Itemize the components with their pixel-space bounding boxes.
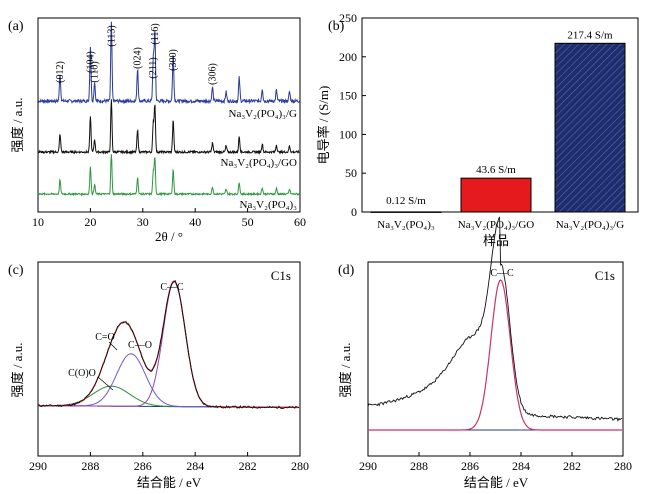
bar-value-nvp-g: 217.4 S/m xyxy=(567,29,613,41)
b-ytick-label: 150 xyxy=(339,89,357,103)
xps-xtick-label: 288 xyxy=(410,459,428,473)
a-xtick-label: 10 xyxy=(32,215,44,229)
panel-d-ylabel: 强度 / a.u. xyxy=(338,343,353,398)
a-xtick-label: 60 xyxy=(294,215,306,229)
xps-xtick-label: 290 xyxy=(359,459,377,473)
xrd-series-nvp xyxy=(37,154,301,197)
bar-nvp xyxy=(370,211,442,213)
c-label-co: C—O xyxy=(128,340,152,351)
b-ytick-label: 250 xyxy=(339,11,357,25)
c-component-cc xyxy=(38,281,299,408)
xps-xtick-label: 286 xyxy=(134,459,152,473)
panel-d-tag: (d) xyxy=(338,263,355,278)
panel-a-tag: (a) xyxy=(8,19,24,34)
series-label-go: Na₃V₂(PO₄)₃/GO xyxy=(221,157,297,169)
panel-d-xticks: 290 288 286 284 282 280 xyxy=(359,452,632,473)
panel-d-frame xyxy=(367,261,624,457)
panel-a-xticks: 10 20 30 40 50 60 xyxy=(32,208,306,229)
a-xtick-label: 40 xyxy=(189,215,201,229)
d-fit-peak xyxy=(368,279,622,431)
xrd-series-go xyxy=(37,99,301,155)
b-ytick-label: 200 xyxy=(339,50,357,64)
panel-a-frame xyxy=(37,17,301,213)
xps-xtick-label: 284 xyxy=(186,459,204,473)
c-pointer-coo xyxy=(97,376,114,391)
bar-cat-nvp: Na₃V₂(PO₄)₃ xyxy=(377,219,435,231)
panel-c-ylabel: 强度 / a.u. xyxy=(10,343,25,398)
a-xtick-label: 50 xyxy=(242,215,254,229)
c-label-cc: C—C xyxy=(160,282,184,293)
panel-d: (d) C1s 强度 / a.u. 结合能 / eV 290 288 286 284 2… xyxy=(338,216,632,490)
a-xtick-label: 30 xyxy=(137,215,149,229)
b-ytick-label: 0 xyxy=(351,205,357,219)
panel-d-xlabel: 结合能 / eV xyxy=(464,475,529,490)
panel-c-frame xyxy=(37,261,301,457)
panel-b: (b) 电导率 / (S/m) 0 50 100 150 200 250 0.12 S/m… xyxy=(316,11,639,248)
b-ytick-label: 50 xyxy=(345,166,357,180)
xps-xtick-label: 288 xyxy=(81,459,99,473)
panel-c-tag: (c) xyxy=(8,263,24,278)
xps-xtick-label: 280 xyxy=(291,459,309,473)
bar-value-nvp-go: 43.6 S/m xyxy=(476,164,516,176)
xps-xtick-label: 290 xyxy=(29,459,47,473)
b-ytick-label: 100 xyxy=(339,127,357,141)
peak-label: (306) xyxy=(208,63,219,85)
peak-label: (012) xyxy=(55,61,66,83)
peak-label: (211) xyxy=(148,57,159,78)
panel-b-xlabel: 样品 xyxy=(483,233,509,248)
d-label-cc: C—C xyxy=(490,268,514,279)
c-label-c-double-o: C=O xyxy=(95,332,115,343)
xrd-series-g xyxy=(37,21,301,105)
c-label-coo: C(O)O xyxy=(68,368,96,379)
series-label-nvp: Na₃V₂(PO₄)₃ xyxy=(240,199,298,211)
xps-xtick-label: 286 xyxy=(461,459,479,473)
panel-a: (a) 强度 / a.u. 2θ / ° 10 20 30 40 50 60 (012)(… xyxy=(8,17,306,244)
d-raw-spectrum xyxy=(367,216,623,422)
bar-nvp-go xyxy=(460,177,532,213)
c-component-co xyxy=(38,353,299,408)
panel-d-title: C1s xyxy=(595,268,615,283)
panel-c-xticks: 290 288 286 284 282 280 xyxy=(29,452,309,473)
panel-a-ylabel: 强度 / a.u. xyxy=(10,98,25,153)
bar-value-nvp: 0.12 S/m xyxy=(386,195,426,207)
panel-c-xlabel: 结合能 / eV xyxy=(137,475,202,490)
panel-b-tag: (b) xyxy=(328,19,345,34)
peak-label: (110) xyxy=(90,61,101,82)
xps-xtick-label: 282 xyxy=(563,459,581,473)
c-pointer-c-double-o xyxy=(108,341,118,351)
peak-label: (116) xyxy=(150,23,161,44)
a-xtick-label: 20 xyxy=(84,215,96,229)
series-label-g: Na₃V₂(PO₄)₃/G xyxy=(229,108,298,120)
bar-cat-nvp-g: Na₃V₂(PO₄)₃/G xyxy=(556,219,625,231)
xps-xtick-label: 284 xyxy=(512,459,530,473)
panel-a-peak-labels: (012) (104)(110) (113) (024) (211) (116) (300)… xyxy=(55,23,219,84)
panel-a-xlabel: 2θ / ° xyxy=(155,229,183,244)
peak-label: (104) xyxy=(85,51,96,73)
peak-label: (113) xyxy=(106,25,117,46)
xps-xtick-label: 280 xyxy=(614,459,632,473)
panel-c-title: C1s xyxy=(271,268,291,283)
c-raw-spectrum xyxy=(37,279,300,409)
bar-nvp-g xyxy=(554,42,626,213)
panel-c: (c) C1s 强度 / a.u. 结合能 / eV 290 288 286 284 2… xyxy=(8,261,309,490)
peak-label: (300) xyxy=(168,49,179,71)
xps-xtick-label: 282 xyxy=(239,459,257,473)
panel-b-yticks: 0 50 100 150 200 250 xyxy=(339,11,366,219)
peak-label: (024) xyxy=(133,47,144,69)
panel-b-ylabel: 电导率 / (S/m) xyxy=(316,86,331,165)
